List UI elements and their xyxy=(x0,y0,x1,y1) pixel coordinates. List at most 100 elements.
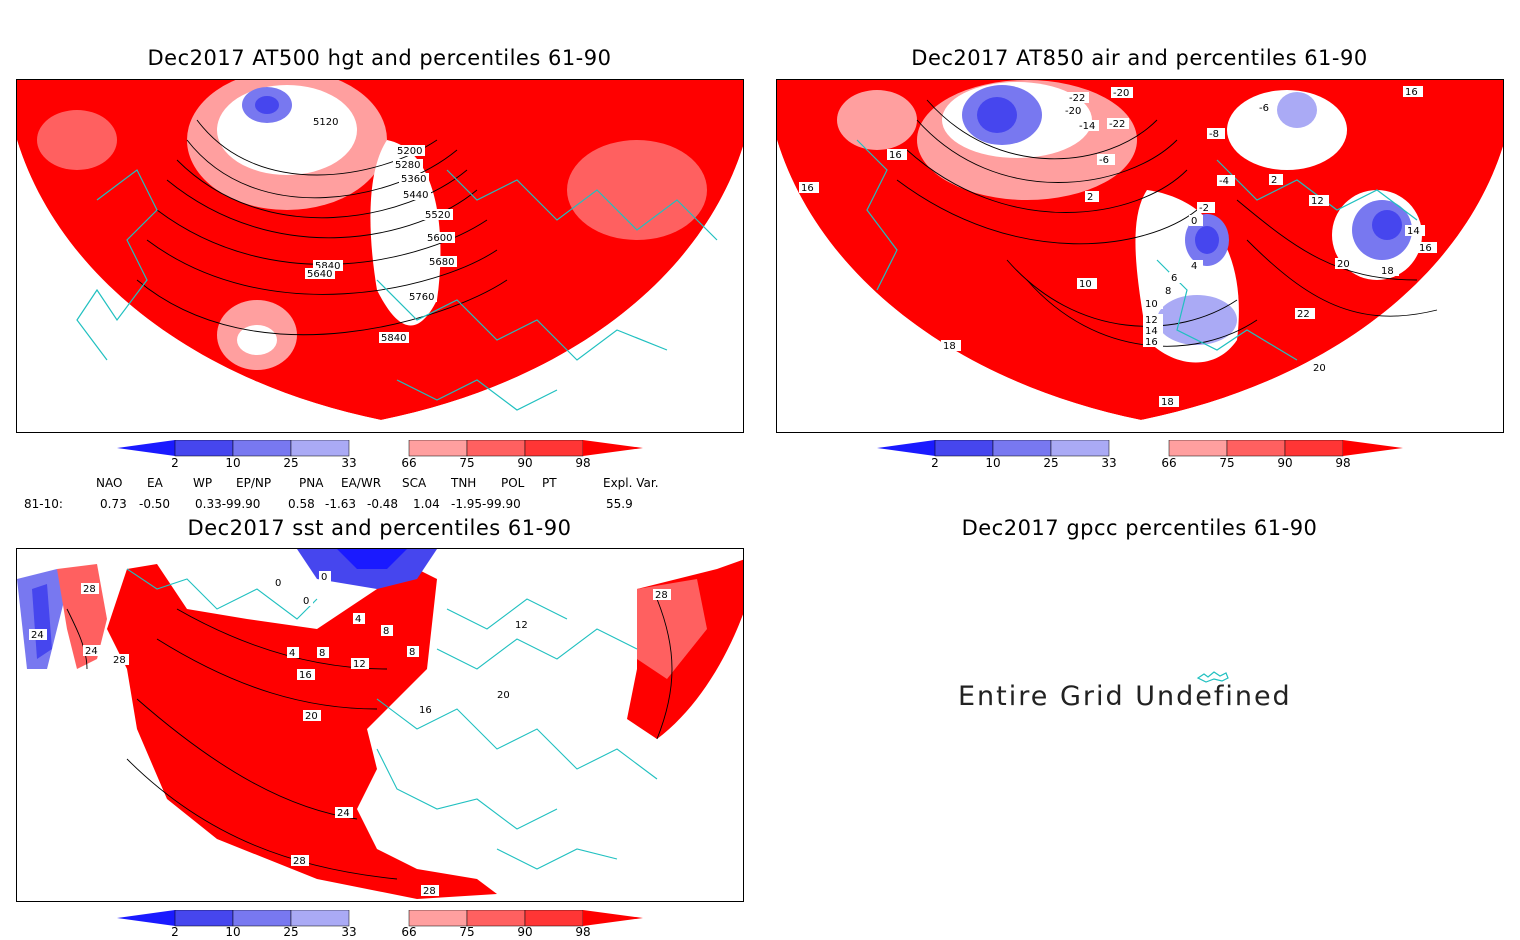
index-value: -0.48 xyxy=(367,497,399,511)
sst-contour-label: 8 xyxy=(383,626,389,637)
colorbar-label: 2 xyxy=(171,456,179,470)
hgt-contour-label: 5640 xyxy=(307,269,332,280)
hgt-contour-label: 5760 xyxy=(409,292,434,303)
air-contour-label: -2 xyxy=(1199,203,1209,214)
colorbar-label: 98 xyxy=(575,925,591,939)
hgt-map-graphic: 5120 5200 5280 5360 5440 5520 5600 5680 … xyxy=(17,80,743,432)
hgt-panel-title: Dec2017 AT500 hgt and percentiles 61-90 xyxy=(147,46,612,70)
index-name: Expl. Var. xyxy=(603,476,659,490)
air-contour-label: 0 xyxy=(1191,216,1197,227)
colorbar-label: 98 xyxy=(1335,456,1351,470)
sst-contour-label: 20 xyxy=(305,711,318,722)
colorbar-label: 2 xyxy=(171,925,179,939)
air-contour-label: 8 xyxy=(1165,286,1171,297)
gpcc-panel-title: Dec2017 gpcc percentiles 61-90 xyxy=(961,516,1318,540)
colorbar-label: 90 xyxy=(1277,456,1293,470)
colorbar-label: 33 xyxy=(341,456,357,470)
hgt-contour-label: 5840 xyxy=(315,261,340,272)
index-name: EP/NP xyxy=(236,476,272,490)
air-contour-label: -4 xyxy=(1219,176,1229,187)
colorbar-label: 10 xyxy=(225,456,241,470)
hgt-contour-label: 5280 xyxy=(395,160,420,171)
air-contour-label: 18 xyxy=(1161,397,1174,408)
air-contour-label: -20 xyxy=(1065,106,1081,117)
air-contour-label: -14 xyxy=(1079,121,1095,132)
index-value: 55.9 xyxy=(606,497,633,511)
colorbar-label: 66 xyxy=(401,925,417,939)
colorbar-label: 2 xyxy=(931,456,939,470)
sst-contour-label: 12 xyxy=(353,659,366,670)
air-map: -22 -20 -20 -14 -22 -6 -8 -6 -4 -2 0 2 2… xyxy=(776,79,1504,433)
sst-contour-label: 16 xyxy=(299,670,312,681)
colorbar-top-right xyxy=(877,440,1403,457)
sst-contour-label: 8 xyxy=(319,648,325,659)
hgt-contour-label: 5440 xyxy=(403,190,428,201)
colorbar-label: 75 xyxy=(459,456,475,470)
air-contour-label: -6 xyxy=(1099,155,1109,166)
hgt-contour-label: 5520 xyxy=(425,210,450,221)
colorbar-label: 90 xyxy=(517,925,533,939)
index-value: -1.95-99.90 xyxy=(451,497,521,511)
air-contour-label: 18 xyxy=(943,341,956,352)
air-contour-label: -22 xyxy=(1069,93,1085,104)
index-value: -1.63 xyxy=(325,497,357,511)
index-value: 0.58 xyxy=(288,497,315,511)
sst-contour-label: 28 xyxy=(293,856,306,867)
colorbar-label: 33 xyxy=(341,925,357,939)
hgt-contour-label: 5600 xyxy=(427,233,452,244)
colorbar-label: 90 xyxy=(517,456,533,470)
sst-contour-label: 16 xyxy=(419,705,432,716)
sst-map: 0 0 0 4 4 8 8 8 12 12 16 16 20 20 24 24 … xyxy=(16,548,744,902)
hgt-contour-label: 5360 xyxy=(401,174,426,185)
index-name: EA xyxy=(147,476,163,490)
sst-panel-title: Dec2017 sst and percentiles 61-90 xyxy=(187,516,572,540)
air-contour-label: 12 xyxy=(1311,196,1324,207)
index-name: EA/WR xyxy=(341,476,382,490)
air-contour-label: 2 xyxy=(1271,175,1277,186)
sst-map-graphic: 0 0 0 4 4 8 8 8 12 12 16 16 20 20 24 24 … xyxy=(17,549,743,899)
sst-contour-label: 28 xyxy=(655,590,668,601)
hgt-contour-label: 5120 xyxy=(313,117,338,128)
air-contour-label: -8 xyxy=(1209,129,1219,140)
colorbar-label: 66 xyxy=(401,456,417,470)
index-value: 0.33-99.90 xyxy=(195,497,261,511)
air-contour-label: 2 xyxy=(1087,192,1093,203)
air-contour-label: 14 xyxy=(1145,326,1158,337)
colorbar-label: 25 xyxy=(283,456,299,470)
hgt-contour-label: 5200 xyxy=(397,146,422,157)
index-name: NAO xyxy=(96,476,123,490)
index-value: 1.04 xyxy=(413,497,440,511)
index-name: PNA xyxy=(299,476,324,490)
sst-contour-label: 28 xyxy=(83,584,96,595)
air-contour-label: 6 xyxy=(1171,273,1177,284)
air-contour-label: 4 xyxy=(1191,261,1197,272)
index-name: SCA xyxy=(402,476,427,490)
colorbar-label: 25 xyxy=(283,925,299,939)
air-map-graphic: -22 -20 -20 -14 -22 -6 -8 -6 -4 -2 0 2 2… xyxy=(777,80,1503,432)
index-value: -0.50 xyxy=(139,497,171,511)
air-contour-label: 10 xyxy=(1079,279,1092,290)
air-contour-label: 16 xyxy=(1419,243,1432,254)
sst-contour-label: 0 xyxy=(275,578,281,589)
colorbar-label: 98 xyxy=(575,456,591,470)
air-contour-label: 18 xyxy=(1381,266,1394,277)
colorbar-label: 10 xyxy=(985,456,1001,470)
index-name: WP xyxy=(193,476,213,490)
air-contour-label: 14 xyxy=(1407,226,1420,237)
hgt-contour-label: 5840 xyxy=(381,333,406,344)
gpcc-coast-fragment xyxy=(1196,671,1229,683)
air-panel-title: Dec2017 AT850 air and percentiles 61-90 xyxy=(911,46,1368,70)
air-contour-label: -6 xyxy=(1259,103,1269,114)
index-name: PT xyxy=(542,476,557,490)
air-contour-label: 22 xyxy=(1297,309,1310,320)
air-contour-label: -20 xyxy=(1113,88,1129,99)
sst-contour-label: 0 xyxy=(303,596,309,607)
colorbar-label: 10 xyxy=(225,925,241,939)
sst-contour-label: 20 xyxy=(497,690,510,701)
colorbar-label: 25 xyxy=(1043,456,1059,470)
colorbar-label: 75 xyxy=(459,925,475,939)
air-contour-label: 16 xyxy=(801,183,814,194)
sst-contour-label: 28 xyxy=(423,886,436,897)
air-contour-label: 16 xyxy=(1405,87,1418,98)
gpcc-undefined-message: Entire Grid Undefined xyxy=(958,681,1292,712)
